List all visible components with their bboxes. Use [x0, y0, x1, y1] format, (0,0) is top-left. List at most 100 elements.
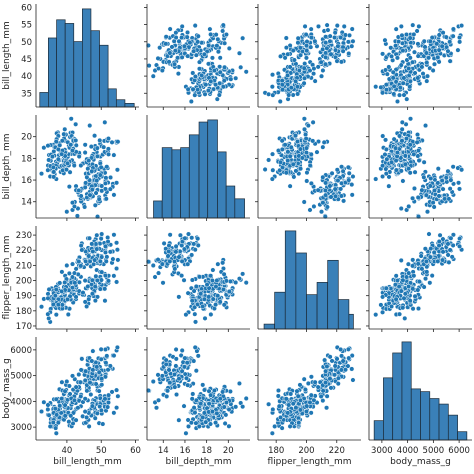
scatter-point-body_mass_g-vs-flipper_length_mm-112: [294, 388, 300, 394]
scatter-point-flipper_length_mm-vs-bill_depth_mm-264: [179, 273, 185, 279]
scatter-point-bill_length_mm-vs-bill_depth_mm-107: [211, 68, 217, 74]
scatter-point-bill_depth_mm-vs-body_mass_g-167: [411, 151, 417, 157]
scatter-point-bill_depth_mm-vs-bill_length_mm-163: [105, 146, 111, 152]
scatter-point-body_mass_g-vs-flipper_length_mm-243: [307, 399, 313, 405]
scatter-point-bill_length_mm-vs-flipper_length_mm-261: [323, 34, 329, 40]
scatter-point-flipper_length_mm-vs-bill_length_mm-264: [102, 273, 108, 279]
scatter-point-body_mass_g-vs-flipper_length_mm-274: [320, 388, 326, 394]
scatter-point-bill_depth_mm-vs-body_mass_g-178: [407, 170, 413, 176]
scatter-point-bill_length_mm-vs-bill_depth_mm-129: [236, 50, 242, 56]
scatter-point-body_mass_g-vs-bill_depth_mm-167: [208, 392, 214, 398]
scatter-point-body_mass_g-vs-bill_depth_mm-170: [223, 399, 229, 406]
scatter-point-body_mass_g-vs-flipper_length_mm-75: [279, 425, 285, 431]
scatter-point-bill_length_mm-vs-flipper_length_mm-48: [295, 91, 301, 97]
scatter-point-bill_length_mm-vs-bill_depth_mm-91: [216, 92, 222, 98]
scatter-point-bill_depth_mm-vs-body_mass_g-252: [428, 175, 434, 182]
histogram-bar-bill_length_mm-8: [107, 88, 117, 108]
scatter-point-bill_length_mm-vs-body_mass_g-286: [456, 34, 463, 41]
scatter-point-body_mass_g-vs-bill_depth_mm-165: [221, 404, 227, 410]
scatter-point-flipper_length_mm-vs-bill_length_mm-107: [69, 285, 75, 291]
x-tick-label-bill_length_mm-50: 50: [96, 446, 107, 456]
scatter-point-bill_length_mm-vs-flipper_length_mm-284: [338, 59, 344, 65]
scatter-point-bill_depth_mm-vs-body_mass_g-179: [402, 161, 408, 167]
x-axis-label-flipper_length_mm: flipper_length_mm: [267, 457, 351, 467]
scatter-point-body_mass_g-vs-bill_depth_mm-233: [179, 347, 185, 353]
scatter-point-bill_depth_mm-vs-body_mass_g-41: [380, 173, 386, 180]
scatter-point-flipper_length_mm-vs-bill_length_mm-233: [114, 240, 120, 246]
scatter-point-bill_length_mm-vs-flipper_length_mm-136: [308, 44, 314, 50]
scatter-point-flipper_length_mm-vs-bill_length_mm-152: [97, 286, 103, 292]
scatter-point-bill_depth_mm-vs-bill_length_mm-138: [92, 133, 98, 139]
scatter-point-flipper_length_mm-vs-bill_depth_mm-224: [189, 235, 195, 241]
scatter-point-body_mass_g-vs-bill_length_mm-143: [111, 410, 117, 416]
scatter-point-bill_depth_mm-vs-flipper_length_mm-138: [292, 133, 299, 139]
scatter-point-body_mass_g-vs-bill_length_mm-103: [62, 413, 68, 419]
scatter-point-bill_depth_mm-vs-body_mass_g-270: [448, 177, 454, 183]
scatter-point-bill_depth_mm-vs-bill_length_mm-284: [78, 193, 84, 199]
scatter-point-body_mass_g-vs-bill_length_mm-273: [78, 393, 84, 399]
scatter-point-body_mass_g-vs-bill_depth_mm-57: [201, 387, 208, 393]
scatter-point-body_mass_g-vs-bill_length_mm-283: [89, 358, 95, 364]
scatter-point-bill_length_mm-vs-bill_depth_mm-228: [195, 39, 201, 45]
scatter-point-bill_depth_mm-vs-body_mass_g-286: [456, 186, 463, 192]
scatter-point-body_mass_g-vs-bill_depth_mm-261: [163, 361, 169, 367]
panel-body_mass_g-vs-bill_depth_mm: [144, 337, 250, 443]
scatter-point-body_mass_g-vs-flipper_length_mm-104: [302, 387, 308, 393]
scatter-point-bill_length_mm-vs-body_mass_g-278: [426, 55, 432, 61]
scatter-point-flipper_length_mm-vs-bill_length_mm-35: [41, 296, 47, 302]
scatter-point-bill_length_mm-vs-flipper_length_mm-101: [269, 84, 275, 90]
scatter-point-body_mass_g-vs-bill_length_mm-254: [104, 353, 110, 359]
scatter-point-body_mass_g-vs-bill_depth_mm-177: [209, 409, 215, 415]
scatter-point-flipper_length_mm-vs-bill_depth_mm-288: [173, 249, 179, 255]
y-tick-label-bill_length_mm-60: 60: [21, 3, 32, 13]
scatter-point-flipper_length_mm-vs-bill_length_mm-119: [55, 302, 61, 308]
scatter-point-bill_depth_mm-vs-body_mass_g-129: [423, 123, 429, 129]
histogram-bar-body_mass_g-7: [438, 403, 449, 441]
scatter-point-flipper_length_mm-vs-bill_depth_mm-117: [243, 280, 249, 286]
y-tick-label-bill_length_mm-45: 45: [21, 55, 32, 65]
y-tick-label-body_mass_g-6000: 6000: [10, 346, 32, 356]
scatter-point-flipper_length_mm-vs-bill_length_mm-194: [89, 277, 95, 283]
scatter-point-bill_length_mm-vs-bill_depth_mm-207: [146, 63, 152, 69]
scatter-point-bill_depth_mm-vs-flipper_length_mm-275: [334, 167, 340, 173]
scatter-point-bill_length_mm-vs-bill_depth_mm-182: [167, 26, 173, 32]
scatter-point-bill_depth_mm-vs-bill_length_mm-117: [68, 116, 74, 122]
scatter-point-bill_depth_mm-vs-flipper_length_mm-224: [346, 170, 352, 176]
scatter-point-body_mass_g-vs-bill_depth_mm-153: [188, 420, 194, 426]
scatter-point-bill_length_mm-vs-body_mass_g-172: [389, 53, 395, 59]
scatter-point-bill_depth_mm-vs-flipper_length_mm-102: [287, 183, 293, 189]
scatter-point-flipper_length_mm-vs-bill_length_mm-66: [65, 311, 71, 318]
scatter-point-flipper_length_mm-vs-bill_length_mm-269: [92, 257, 98, 263]
scatter-point-bill_length_mm-vs-body_mass_g-178: [407, 35, 413, 41]
scatter-point-body_mass_g-vs-flipper_length_mm-252: [335, 375, 341, 381]
scatter-point-body_mass_g-vs-bill_depth_mm-201: [150, 378, 156, 385]
scatter-point-bill_depth_mm-vs-body_mass_g-279: [419, 187, 425, 193]
scatter-point-bill_depth_mm-vs-flipper_length_mm-234: [349, 182, 355, 188]
scatter-point-body_mass_g-vs-bill_length_mm-282: [87, 380, 93, 386]
y-tick-label-body_mass_g-3000: 3000: [10, 423, 32, 433]
scatter-point-bill_depth_mm-vs-flipper_length_mm-161: [307, 162, 313, 169]
scatter-point-body_mass_g-vs-bill_length_mm-41: [47, 423, 53, 429]
scatter-point-bill_depth_mm-vs-flipper_length_mm-285: [335, 178, 341, 184]
scatter-point-flipper_length_mm-vs-bill_depth_mm-160: [189, 277, 195, 283]
scatter-point-flipper_length_mm-vs-bill_length_mm-143: [111, 273, 117, 279]
scatter-point-body_mass_g-vs-bill_depth_mm-280: [176, 376, 182, 382]
scatter-point-bill_length_mm-vs-flipper_length_mm-272: [320, 67, 326, 74]
scatter-point-body_mass_g-vs-flipper_length_mm-284: [338, 367, 344, 373]
scatter-point-body_mass_g-vs-flipper_length_mm-289: [323, 368, 329, 374]
scatter-point-body_mass_g-vs-bill_length_mm-170: [105, 399, 112, 406]
scatter-point-body_mass_g-vs-flipper_length_mm-175: [293, 405, 299, 411]
scatter-point-bill_length_mm-vs-flipper_length_mm-173: [285, 51, 291, 57]
scatter-point-bill_length_mm-vs-body_mass_g-118: [407, 78, 413, 84]
scatter-point-body_mass_g-vs-bill_length_mm-255: [79, 356, 85, 362]
scatter-point-body_mass_g-vs-bill_length_mm-277: [90, 367, 96, 373]
scatter-point-flipper_length_mm-vs-body_mass_g-112: [415, 287, 421, 293]
scatter-point-bill_depth_mm-vs-flipper_length_mm-243: [307, 207, 313, 213]
scatter-point-bill_length_mm-vs-flipper_length_mm-287: [322, 61, 329, 67]
scatter-point-body_mass_g-vs-bill_length_mm-279: [73, 384, 79, 390]
scatter-point-flipper_length_mm-vs-bill_length_mm-263: [86, 253, 92, 259]
scatter-point-bill_depth_mm-vs-flipper_length_mm-141: [310, 138, 316, 144]
scatter-point-flipper_length_mm-vs-bill_length_mm-242: [104, 254, 110, 260]
scatter-point-body_mass_g-vs-flipper_length_mm-263: [328, 385, 334, 391]
scatter-point-bill_length_mm-vs-flipper_length_mm-286: [338, 34, 344, 41]
